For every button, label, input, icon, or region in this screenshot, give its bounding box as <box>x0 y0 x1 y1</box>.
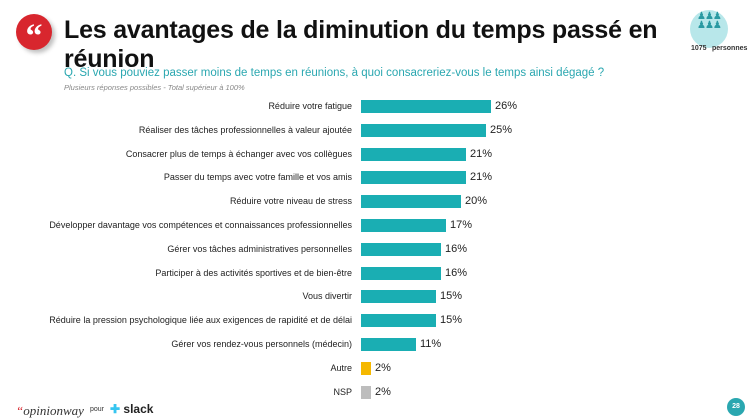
category-label: NSP <box>333 386 352 397</box>
opinionway-logo: “opinionway <box>16 403 84 418</box>
value-label: 20% <box>465 195 488 208</box>
bar <box>361 266 441 280</box>
bar <box>361 385 371 399</box>
category-label: Gérer vos tâches administratives personn… <box>167 243 352 254</box>
sample-count: 1075 <box>691 45 707 52</box>
partner-text: slack <box>123 402 154 416</box>
brand-text: opinionway <box>23 403 84 418</box>
value-label: 16% <box>445 266 468 279</box>
value-label: 15% <box>440 314 463 327</box>
category-label: Gérer vos rendez-vous personnels (médeci… <box>171 339 352 349</box>
bar <box>361 195 461 209</box>
quote-icon: “ <box>16 14 52 55</box>
bar <box>361 314 436 328</box>
category-label: Consacrer plus de temps à échanger avec … <box>125 148 352 159</box>
bar <box>361 100 491 113</box>
bar <box>361 219 446 232</box>
category-label: Réduire la pression psychologique liée a… <box>49 315 352 326</box>
category-label: Réduire votre fatigue <box>268 101 352 111</box>
value-label: 11% <box>420 338 442 350</box>
bar <box>361 290 436 304</box>
bar <box>361 361 371 375</box>
value-label: 16% <box>445 242 468 255</box>
bar <box>361 123 486 137</box>
value-label: 2% <box>375 361 391 374</box>
value-label: 21% <box>470 147 493 160</box>
value-label: 21% <box>470 171 493 184</box>
bar <box>361 338 416 351</box>
value-label: 25% <box>490 123 513 136</box>
bar <box>361 242 441 256</box>
bar <box>361 171 466 185</box>
question-note: Plusieurs réponses possibles - Total sup… <box>64 83 245 92</box>
category-label: Autre <box>330 362 352 373</box>
slack-logo: ✚ slack <box>110 402 154 416</box>
category-label: Passer du temps avec votre famille et vo… <box>163 172 352 183</box>
category-label: Réaliser des tâches professionnelles à v… <box>138 124 352 135</box>
category-label: Participer à des activités sportives et … <box>155 267 352 278</box>
page-title: Les avantages de la diminution du temps … <box>64 16 658 73</box>
sample-unit: personnes <box>712 45 748 52</box>
category-label: Développer davantage vos compétences et … <box>49 220 352 230</box>
page-number: 28 <box>727 398 745 416</box>
value-label: 15% <box>440 290 463 303</box>
pour-text: pour <box>90 406 105 413</box>
people-icon: ♟♟♟ ♟♟♟ <box>697 11 722 31</box>
category-label: Vous divertir <box>302 291 352 302</box>
category-label: Réduire votre niveau de stress <box>229 196 352 207</box>
value-label: 2% <box>375 385 391 398</box>
bar <box>361 147 466 161</box>
sample-badge <box>690 10 728 48</box>
value-label: 17% <box>450 219 473 231</box>
value-label: 26% <box>495 100 518 112</box>
question: Q. Si vous pouviez passer moins de temps… <box>64 67 605 79</box>
